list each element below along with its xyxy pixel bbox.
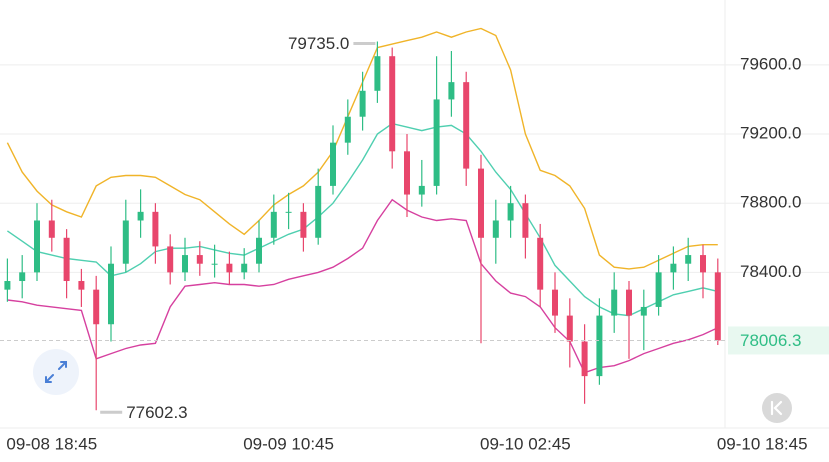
candle-body [63, 237, 70, 282]
candle-body [4, 281, 11, 290]
candle-body [48, 220, 55, 238]
candle-body [552, 289, 558, 316]
candle-body [93, 289, 100, 325]
min-label: 77602.3 [126, 403, 187, 422]
candle-body [448, 82, 455, 100]
expand-button[interactable] [33, 349, 79, 395]
candle-body [507, 203, 514, 221]
candle-body [714, 272, 721, 341]
y-tick-label: 78400.0 [740, 262, 801, 281]
candle-body [581, 341, 588, 377]
candle-body [122, 220, 129, 264]
candle-body [300, 211, 307, 238]
candle-body [152, 211, 159, 247]
candle-body [611, 289, 618, 316]
candle-body [285, 211, 292, 213]
last-price-label: 78006.3 [740, 331, 801, 350]
candle-body [700, 255, 706, 273]
candle-body [270, 211, 277, 238]
candle-body [108, 263, 114, 325]
candle-body [626, 289, 632, 316]
x-tick-label: 09-08 18:45 [6, 434, 97, 453]
candle-body [256, 237, 262, 264]
candle-body [19, 272, 26, 282]
candle-body [167, 246, 174, 273]
candle-body [344, 116, 351, 143]
candle-body [226, 263, 233, 273]
candle-body [389, 56, 396, 152]
y-tick-label: 79600.0 [740, 54, 801, 73]
candle-body [330, 142, 336, 186]
last-price-box [728, 326, 829, 355]
candle-body [34, 220, 40, 273]
candle-body [685, 255, 692, 264]
candle-body [404, 151, 410, 195]
y-tick-label: 79200.0 [740, 124, 801, 143]
x-tick-label: 09-10 02:45 [480, 434, 571, 453]
scroll-icon [770, 400, 783, 416]
candle-body [78, 281, 85, 290]
candle-body [374, 56, 381, 91]
candle-body [196, 255, 203, 264]
x-tick-label: 09-09 10:45 [243, 434, 334, 453]
expand-button-bg [33, 349, 79, 395]
candle-body [478, 168, 484, 238]
candle-body [522, 203, 529, 238]
candle-body [211, 263, 218, 265]
candle-body [433, 99, 440, 186]
candle-body [655, 272, 662, 307]
scroll-button-bg [762, 393, 792, 423]
candle-body [640, 306, 647, 316]
candle-body [537, 237, 544, 290]
candle-body [492, 220, 499, 238]
candle-body [566, 315, 573, 342]
y-tick-label: 78800.0 [740, 193, 801, 212]
candle-body [137, 211, 144, 221]
scroll-to-latest-button[interactable] [762, 393, 792, 423]
candle-body [670, 263, 677, 273]
candle-body [182, 255, 188, 273]
candle-body [418, 185, 425, 195]
expand-icon [45, 361, 67, 383]
candle-body [596, 315, 603, 377]
max-label: 79735.0 [288, 34, 349, 53]
candle-body [359, 90, 366, 117]
x-tick-label: 09-10 18:45 [717, 434, 808, 453]
candle-body [463, 82, 470, 169]
candle-body [315, 185, 322, 238]
candle-body [241, 263, 248, 273]
